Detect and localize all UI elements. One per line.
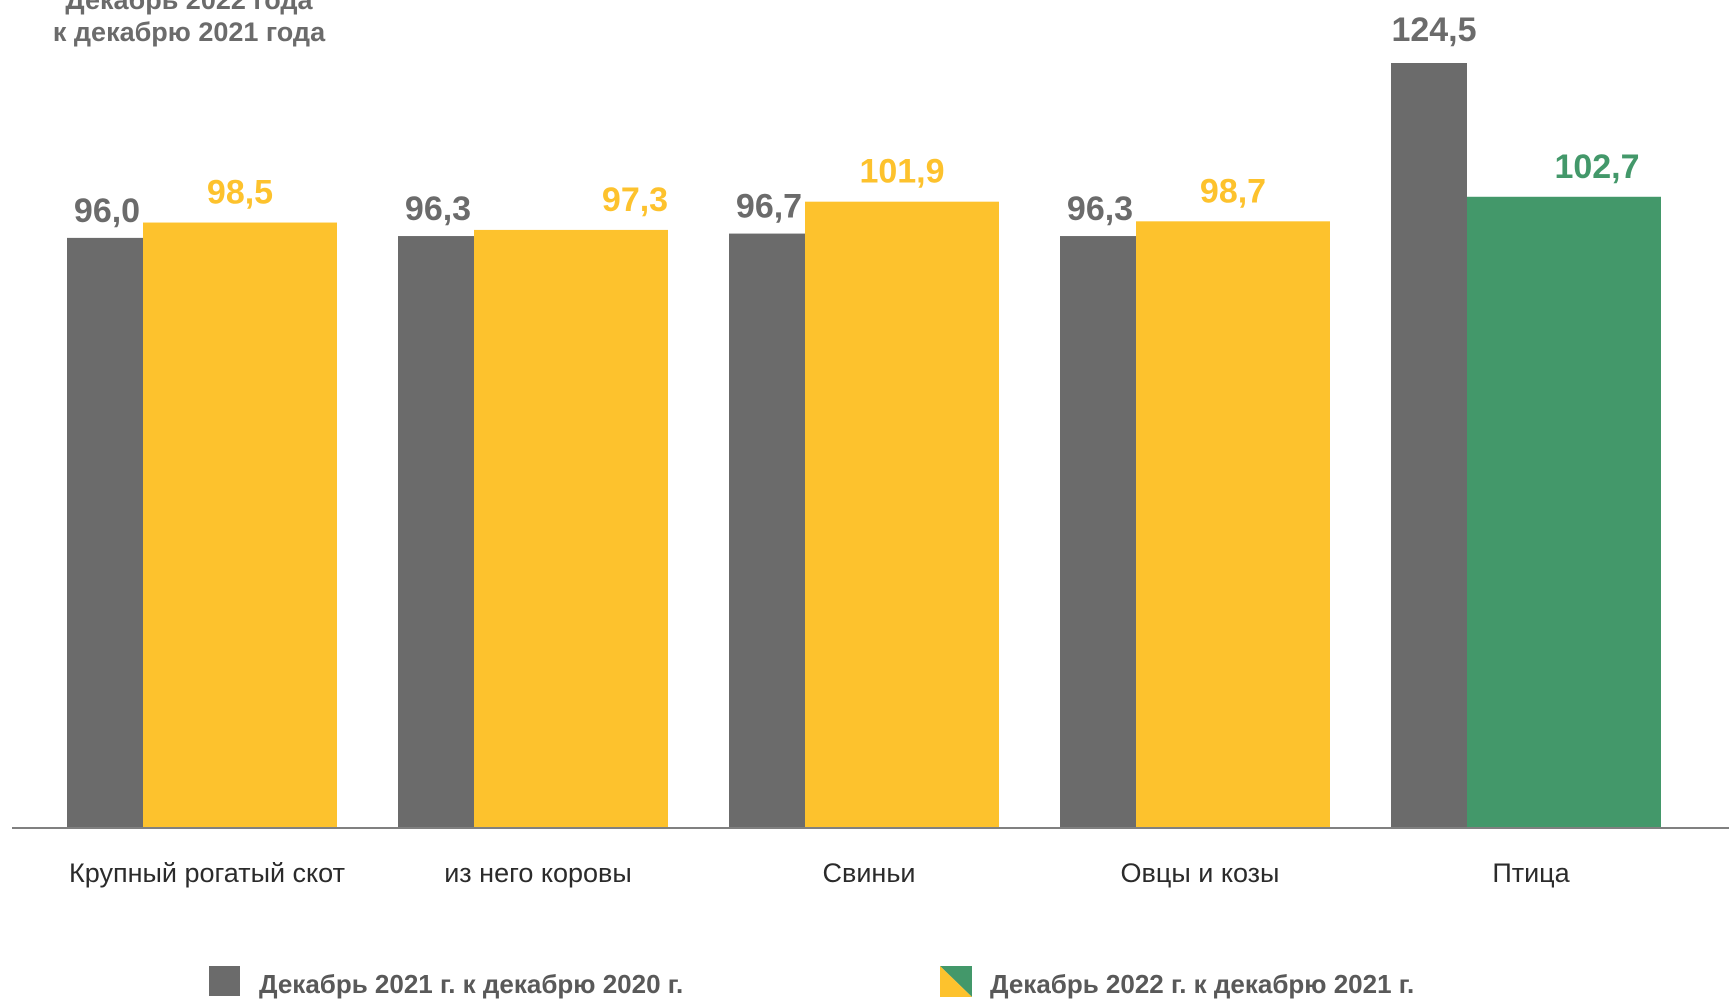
legend-label-series-2: Декабрь 2022 г. к декабрю 2021 г.	[990, 969, 1414, 999]
value-label-series-1-3: 96,7	[736, 188, 802, 226]
bar-series-1-2	[398, 236, 474, 827]
value-label-series-2-2: 97,3	[602, 181, 668, 219]
value-label-series-2-3: 101,9	[859, 153, 944, 191]
chart-title-line-2: к декабрю 2021 года	[52, 17, 326, 47]
bar-series-1-4	[1060, 236, 1136, 827]
bar-series-2-1	[143, 222, 337, 828]
value-label-series-1-4: 96,3	[1067, 190, 1133, 228]
bar-series-1-5	[1391, 63, 1467, 827]
legend: Декабрь 2021 г. к декабрю 2020 г. Декабр…	[209, 966, 1414, 999]
bar-series-1-1	[67, 237, 143, 827]
bar-series-2-5	[1467, 196, 1661, 827]
bars-layer	[67, 63, 1661, 828]
value-labels-layer: 96,0 98,5 96,3 97,3 96,7 101,9 96,3 98,7 124,5 10…	[74, 11, 1640, 230]
category-label-2: из него коровы	[444, 858, 632, 888]
legend-swatch-series-1	[209, 966, 240, 996]
value-label-series-2-5: 102,7	[1554, 148, 1639, 186]
value-label-series-1-5: 124,5	[1391, 11, 1476, 49]
category-label-3: Свиньи	[823, 858, 916, 888]
bar-series-2-2	[474, 229, 668, 827]
value-label-series-1-2: 96,3	[405, 190, 471, 228]
category-label-1: Крупный рогатый скот	[69, 858, 345, 888]
bar-series-1-3	[729, 233, 805, 828]
value-label-series-2-4: 98,7	[1200, 172, 1266, 210]
chart-title-line-1: Декабрь 2022 года	[65, 0, 313, 15]
value-label-series-1-1: 96,0	[74, 192, 140, 230]
legend-label-series-1: Декабрь 2021 г. к декабрю 2020 г.	[259, 969, 683, 999]
bar-series-2-4	[1136, 221, 1330, 828]
chart-title: Декабрь 2022 года к декабрю 2021 года	[24, 0, 354, 48]
category-labels-layer: Крупный рогатый скот из него коровы Свиньи…	[69, 858, 1571, 888]
value-label-series-2-1: 98,5	[207, 174, 273, 212]
legend-swatch-series-2-yellow	[940, 966, 972, 997]
legend-swatch-series-2	[940, 966, 972, 997]
category-label-4: Овцы и козы	[1121, 858, 1280, 888]
bar-series-2-3	[805, 201, 999, 828]
category-label-5: Птица	[1492, 858, 1570, 888]
